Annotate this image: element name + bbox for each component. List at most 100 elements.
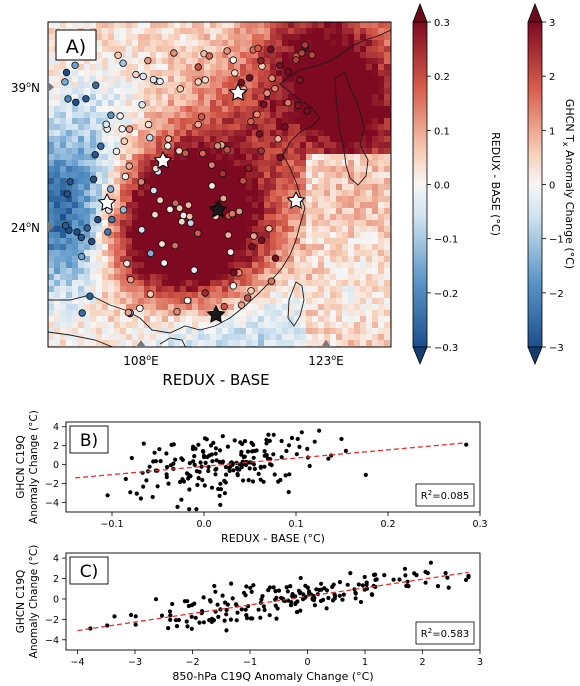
scatter-point <box>239 452 244 457</box>
colorbar-tick-label: 0.0 <box>434 181 450 192</box>
station-marker <box>201 289 209 297</box>
station-marker <box>146 290 155 298</box>
scatter-point <box>164 451 169 456</box>
scatter-point <box>382 573 387 578</box>
scatter-point <box>200 449 206 454</box>
scatter-point <box>197 620 202 625</box>
scatter-point <box>297 444 302 449</box>
scatter-point <box>179 456 184 461</box>
station-marker <box>175 204 184 212</box>
station-marker <box>144 120 153 129</box>
scatter-point <box>167 609 173 614</box>
scatter-point <box>271 585 276 590</box>
colorbar-tick-label: 0 <box>549 181 555 192</box>
scatter-point <box>242 454 247 459</box>
station-marker <box>116 112 124 120</box>
station-marker <box>298 49 306 57</box>
scatter-point <box>298 590 303 595</box>
station-marker <box>271 254 280 262</box>
scatter-point <box>286 443 292 448</box>
scatter-point <box>134 491 139 496</box>
x-tick-label: 0 <box>304 657 310 668</box>
scatter-point <box>369 592 374 597</box>
scatter-point <box>294 452 299 457</box>
star-marker <box>206 304 226 323</box>
scatter-point <box>256 471 261 476</box>
scatter-point <box>238 440 243 445</box>
scatter-point <box>353 596 358 601</box>
station-marker <box>276 153 285 161</box>
scatter-point <box>152 450 157 455</box>
scatter-point <box>348 571 353 576</box>
colorbar-tick-label: −0.1 <box>434 235 458 246</box>
station-marker <box>220 302 228 311</box>
y-axis-label: GHCN C19QAnomaly Change (°C) <box>15 545 40 659</box>
station-marker <box>64 95 72 103</box>
station-marker <box>175 147 183 155</box>
station-marker <box>231 69 239 77</box>
colorbar-tick-label: −3 <box>549 343 564 354</box>
y-tick-label: 2 <box>53 574 59 585</box>
scatter-point <box>207 598 213 603</box>
scatter-point <box>275 606 280 611</box>
x-tick-label: 2 <box>419 657 425 668</box>
lon-tick-marker <box>321 340 331 347</box>
scatter-point <box>209 485 215 490</box>
scatter-point <box>265 456 270 461</box>
scatter-point <box>371 572 377 578</box>
x-axis-label: 850-hPa C19Q Anomaly Change (°C) <box>172 670 373 683</box>
scatter-point <box>105 493 110 498</box>
station-marker <box>228 209 236 218</box>
station-marker <box>267 45 275 53</box>
station-marker <box>248 242 256 251</box>
regression-line <box>75 442 467 479</box>
scatter-point <box>324 588 330 593</box>
scatter-point <box>196 476 201 481</box>
scatter-point <box>168 617 173 623</box>
colorbar-tick-label: 2 <box>549 72 555 83</box>
scatter-point <box>251 455 256 460</box>
x-tick-label: −4 <box>70 657 84 668</box>
station-marker <box>208 182 216 190</box>
station-marker <box>184 201 193 209</box>
scatter-point <box>252 466 257 471</box>
station-marker <box>258 236 266 244</box>
scatter-point <box>287 472 292 477</box>
station-marker <box>123 259 131 268</box>
scatter-point <box>264 441 269 446</box>
scatter-point <box>191 459 196 464</box>
scatter-point <box>153 597 159 602</box>
station-marker <box>164 135 173 143</box>
plot-frame <box>65 552 481 651</box>
colorbar-tick-label: −0.2 <box>434 289 458 300</box>
panel-label: C) <box>80 562 99 582</box>
colorbar-ghcn: 3 2 1 0 −1 −2 −3 GHCN Tx Anomaly Change (°C) <box>527 2 576 366</box>
colorbar-label: GHCN Tx Anomaly Change (°C) <box>561 99 576 269</box>
panel-label-box <box>69 556 109 585</box>
scatter-panel-c: −4 −3 −2 −1 0 1 2 3 4 2 0 −2 −4 850-hPa C19Q Anomaly … <box>15 545 483 683</box>
station-marker <box>194 78 202 86</box>
scatter-point <box>312 603 317 608</box>
y-tick-label: 2 <box>53 441 59 452</box>
station-marker <box>247 287 255 295</box>
y-tick-label: 4 <box>53 422 59 433</box>
scatter-point <box>298 608 303 613</box>
scatter-point <box>271 452 276 457</box>
scatter-point <box>318 598 324 604</box>
scatter-point <box>241 478 246 483</box>
scatter-point <box>279 438 284 444</box>
scatter-point <box>305 446 310 451</box>
station-marker <box>181 149 190 157</box>
y-tick-label: 0 <box>53 594 59 605</box>
station-marker <box>137 226 146 234</box>
station-marker <box>235 207 243 216</box>
scatter-point <box>239 607 244 612</box>
scatter-point <box>307 463 312 469</box>
x-tick-label: −0.1 <box>100 519 123 530</box>
scatter-point <box>360 583 365 588</box>
station-marker <box>144 56 152 65</box>
scatter-point <box>358 599 364 605</box>
scatter-point <box>164 475 169 480</box>
station-marker <box>257 57 265 65</box>
station-marker <box>296 76 304 84</box>
